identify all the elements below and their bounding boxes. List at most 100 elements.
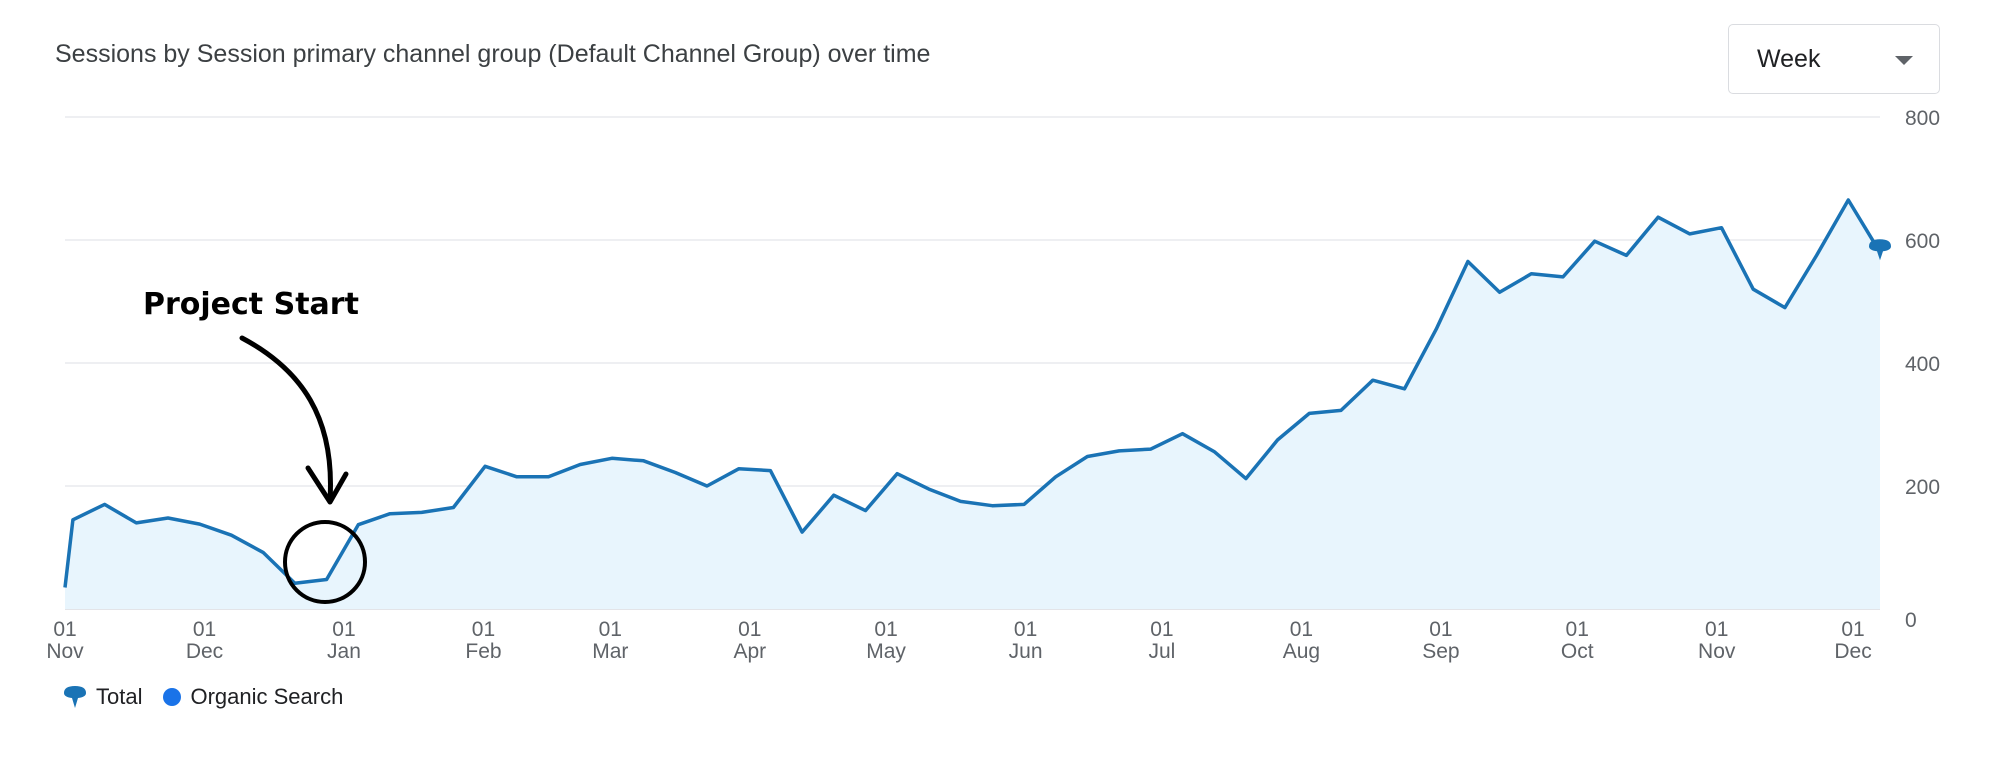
x-tick-day: 01	[738, 618, 761, 641]
x-tick-month: Sep	[1422, 640, 1459, 663]
y-tick-label: 200	[1905, 476, 1940, 499]
data-point	[483, 464, 487, 468]
x-tick-month: Aug	[1283, 640, 1320, 663]
data-point	[356, 523, 360, 527]
x-tick-day: 01	[1566, 618, 1589, 641]
data-point	[1371, 378, 1375, 382]
data-point	[642, 459, 646, 463]
chart-title: Sessions by Session primary channel grou…	[55, 40, 931, 68]
data-point	[1307, 411, 1311, 415]
x-tick-day: 01	[874, 618, 897, 641]
data-point	[1339, 408, 1343, 412]
data-point	[134, 521, 138, 525]
x-tick-month: Mar	[592, 640, 628, 663]
data-point	[71, 518, 75, 522]
data-point	[166, 516, 170, 520]
x-tick-month: Jul	[1148, 640, 1175, 663]
data-point	[990, 504, 994, 508]
x-tick-month: Dec	[186, 640, 223, 663]
series-end-marker-icon	[1869, 239, 1891, 261]
project-start-annotation: Project Start	[143, 287, 367, 604]
arrow-head-icon	[305, 465, 349, 505]
data-point	[1244, 477, 1248, 481]
x-tick-day: 01	[1290, 618, 1313, 641]
x-tick-month: Nov	[1698, 640, 1736, 663]
data-point	[1529, 272, 1533, 276]
x-tick-month: Dec	[1834, 640, 1871, 663]
pin-icon	[64, 686, 86, 708]
data-point	[1624, 253, 1628, 257]
x-tick-month: Feb	[465, 640, 501, 663]
data-point	[1085, 455, 1089, 459]
x-tick-day: 01	[53, 618, 76, 641]
data-point	[1593, 239, 1597, 243]
data-point	[547, 475, 551, 479]
data-point	[737, 467, 741, 471]
data-point	[1212, 450, 1216, 454]
legend-item-organic-search[interactable]: Organic Search	[162, 684, 343, 710]
x-axis-ticks: 01Nov01Dec01Jan01Feb01Mar01Apr01May01Jun…	[46, 618, 1871, 663]
data-point	[1403, 387, 1407, 391]
data-point	[1054, 475, 1058, 479]
data-point	[959, 499, 963, 503]
x-tick-day: 01	[1429, 618, 1452, 641]
x-tick-day: 01	[1014, 618, 1037, 641]
legend-label-total: Total	[96, 684, 143, 709]
data-point	[578, 463, 582, 467]
x-tick-day: 01	[472, 618, 495, 641]
y-tick-label: 400	[1905, 353, 1940, 376]
data-point	[1783, 306, 1787, 310]
data-point	[1720, 226, 1724, 230]
data-point	[1149, 447, 1153, 451]
data-point	[325, 578, 329, 582]
data-point	[1561, 275, 1565, 279]
data-point	[63, 586, 67, 590]
data-point	[420, 510, 424, 514]
data-point	[1022, 502, 1026, 506]
data-point	[705, 484, 709, 488]
data-point	[229, 533, 233, 537]
x-tick-month: May	[866, 640, 906, 663]
data-point	[1846, 198, 1850, 202]
period-dropdown-value: Week	[1757, 45, 1821, 73]
data-point	[895, 472, 899, 476]
data-point	[388, 512, 392, 516]
y-tick-label: 800	[1905, 107, 1940, 130]
data-point	[1751, 287, 1755, 291]
y-tick-label: 600	[1905, 230, 1940, 253]
data-point	[103, 502, 107, 506]
chevron-down-icon	[1895, 56, 1913, 65]
data-point	[610, 456, 614, 460]
x-tick-day: 01	[1841, 618, 1864, 641]
data-point	[261, 550, 265, 554]
data-point	[1117, 449, 1121, 453]
data-point	[451, 506, 455, 510]
data-point	[673, 471, 677, 475]
data-point	[1815, 253, 1819, 257]
annotation-circle	[283, 520, 367, 604]
data-point	[832, 493, 836, 497]
annotation-label: Project Start	[143, 287, 359, 322]
chart-legend: Total Organic Search	[62, 684, 363, 710]
x-tick-month: Jan	[327, 640, 361, 663]
x-tick-day: 01	[599, 618, 622, 641]
data-point	[1276, 438, 1280, 442]
legend-item-total[interactable]: Total	[62, 684, 142, 710]
y-axis-ticks: 0 200 400 600 800	[1905, 107, 1940, 632]
total-area-fill	[65, 200, 1880, 609]
x-tick-month: Nov	[46, 640, 84, 663]
data-point	[800, 530, 804, 534]
data-point	[1656, 215, 1660, 219]
data-point	[198, 522, 202, 526]
data-point	[927, 487, 931, 491]
period-dropdown[interactable]: Week	[1728, 24, 1940, 94]
data-point	[1466, 260, 1470, 264]
data-point	[515, 475, 519, 479]
x-tick-day: 01	[332, 618, 355, 641]
dot-icon	[163, 688, 182, 706]
x-tick-month: Oct	[1561, 640, 1594, 663]
data-point	[1688, 232, 1692, 236]
x-tick-month: Apr	[733, 640, 766, 663]
y-tick-label: 0	[1905, 609, 1917, 632]
